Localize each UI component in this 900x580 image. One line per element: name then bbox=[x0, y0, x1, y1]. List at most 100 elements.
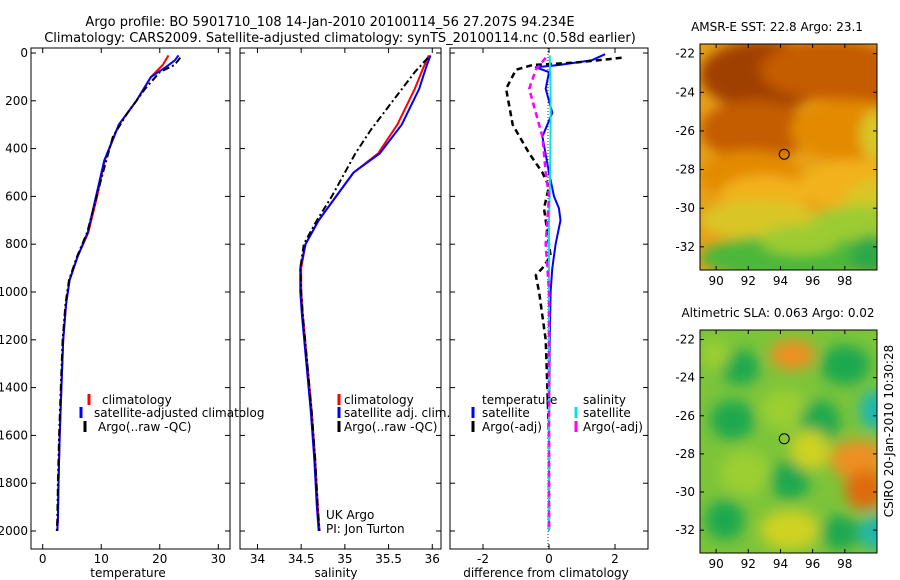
heatmap-cell bbox=[760, 44, 877, 100]
series-line-climatology bbox=[300, 54, 430, 532]
x-tick-label: 0 bbox=[39, 552, 47, 566]
y-tick-label: 800 bbox=[5, 237, 28, 251]
map-y-tick-label: -30 bbox=[675, 485, 695, 499]
map-y-tick-label: -26 bbox=[675, 124, 695, 138]
y-tick-label: 1800 bbox=[0, 476, 28, 490]
heatmap-cell bbox=[770, 460, 810, 500]
x-tick-label: -2 bbox=[477, 552, 489, 566]
legend-climatology-label: climatology bbox=[102, 393, 172, 407]
sst-map-title: AMSR-E SST: 22.8 Argo: 23.1 bbox=[691, 20, 863, 34]
y-tick-label: 200 bbox=[5, 94, 28, 108]
figure-title-line2: Climatology: CARS2009. Satellite-adjuste… bbox=[44, 31, 636, 46]
map-x-tick-label: 98 bbox=[837, 274, 852, 288]
heatmap-cell bbox=[860, 515, 877, 550]
map-x-tick-label: 96 bbox=[805, 274, 820, 288]
y-tick-label: 400 bbox=[5, 142, 28, 156]
legend-temperature-title: temperature bbox=[482, 393, 557, 407]
x-tick-label: 20 bbox=[152, 552, 167, 566]
series-line-temperature-satellite bbox=[534, 53, 606, 531]
map-y-tick-label: -28 bbox=[675, 163, 695, 177]
map-y-tick-label: -24 bbox=[675, 85, 695, 99]
map-frame bbox=[699, 43, 878, 271]
map-y-tick-label: -24 bbox=[675, 371, 695, 385]
difference-legend: temperature salinity satellite Argo(-adj… bbox=[471, 393, 643, 434]
y-tick-label: 1000 bbox=[0, 285, 28, 299]
salinity-legend: climatology satellite adj. clim. Argo(..… bbox=[337, 393, 450, 434]
map-x-tick-label: 94 bbox=[773, 274, 788, 288]
legend-satellite-label: satellite-adjusted climatolog bbox=[94, 406, 264, 420]
argo-position-marker bbox=[778, 148, 790, 160]
heatmap-cell bbox=[720, 350, 760, 385]
map-x-tick-label: 98 bbox=[837, 557, 852, 571]
series-line-satellite-adjusted-climatolog bbox=[56, 54, 180, 532]
map-y-tick-label: -22 bbox=[675, 333, 695, 347]
heatmap-cell bbox=[710, 400, 755, 440]
sla-map-title: Altimetric SLA: 0.063 Argo: 0.02 bbox=[681, 306, 874, 320]
heatmap-cell bbox=[720, 450, 770, 495]
y-tick-label: 600 bbox=[5, 189, 28, 203]
sst-heatmap bbox=[700, 44, 877, 270]
map-y-tick-label: -32 bbox=[675, 240, 695, 254]
heatmap-cell bbox=[700, 100, 810, 160]
heatmap-cell bbox=[790, 100, 877, 160]
legend-satellite-label: satellite adj. clim. bbox=[344, 406, 450, 420]
heatmap-cell bbox=[845, 470, 877, 510]
legend-argo-label: Argo(..raw -QC) bbox=[98, 420, 191, 434]
heatmap-cell bbox=[760, 510, 820, 550]
sla-heatmap bbox=[700, 330, 877, 553]
sst-map-axes: 90 92 94 96 98 -22 -24 -26 -28 -30 -32 bbox=[675, 43, 878, 288]
legend-sal-satellite-label: satellite bbox=[583, 406, 631, 420]
heatmap-cell bbox=[770, 340, 815, 370]
heatmap-cell bbox=[700, 340, 730, 370]
heatmap-cell bbox=[830, 440, 877, 480]
y-tick-label: 0 bbox=[20, 46, 28, 60]
x-tick-label: 30 bbox=[211, 552, 226, 566]
temperature-xlabel: temperature bbox=[90, 566, 165, 580]
y-tick-label: 2000 bbox=[0, 524, 28, 538]
series-line-temperature-argo-adj- bbox=[504, 56, 622, 531]
figure-title-line1: Argo profile: BO 5901710_108 14-Jan-2010… bbox=[85, 15, 574, 30]
heatmap-cell bbox=[850, 235, 877, 270]
y-tick-label: 1600 bbox=[0, 428, 28, 442]
map-frame bbox=[699, 329, 878, 554]
series-line-salinity-argo-adj- bbox=[527, 57, 551, 531]
credit-line2: PI: Jon Turton bbox=[326, 522, 405, 536]
heatmap-cell bbox=[820, 345, 870, 385]
series-line-climatology bbox=[56, 54, 170, 532]
series-line-argo-raw-qc- bbox=[55, 57, 182, 532]
heatmap-cell bbox=[760, 225, 840, 255]
legend-salinity-title: salinity bbox=[583, 393, 626, 407]
x-tick-label: 35 bbox=[337, 552, 352, 566]
argo-position-marker bbox=[778, 433, 790, 445]
heatmap-cell bbox=[760, 390, 810, 430]
side-timestamp-label: CSIRO 20-Jan-2010 10:30:28 bbox=[882, 345, 896, 517]
x-tick-label: 10 bbox=[94, 552, 109, 566]
legend-temp-satellite-label: satellite bbox=[482, 406, 530, 420]
x-tick-label: 34 bbox=[250, 552, 265, 566]
x-tick-label: 34.5 bbox=[288, 552, 315, 566]
salinity-panel: 34 34.5 35 35.5 36 bbox=[240, 48, 441, 566]
map-x-tick-label: 94 bbox=[773, 557, 788, 571]
y-tick-label: 1400 bbox=[0, 381, 28, 395]
x-tick-label: 35.5 bbox=[375, 552, 402, 566]
map-y-tick-label: -22 bbox=[675, 47, 695, 61]
map-y-tick-label: -26 bbox=[675, 409, 695, 423]
x-tick-label: 0 bbox=[545, 552, 553, 566]
temperature-panel: 0 10 20 30 0 200 400 600 800 1000 1200 1400 1600 1800… bbox=[0, 46, 230, 566]
x-tick-label: 2 bbox=[611, 552, 619, 566]
temperature-legend: climatology satellite-adjusted climatolo… bbox=[79, 393, 264, 434]
difference-panel: -2 0 2 bbox=[450, 48, 648, 566]
heatmap-cell bbox=[705, 500, 745, 540]
map-x-tick-label: 90 bbox=[708, 557, 723, 571]
map-y-tick-label: -28 bbox=[675, 447, 695, 461]
legend-climatology-label: climatology bbox=[344, 393, 414, 407]
legend-temp-argo-label: Argo(-adj) bbox=[482, 420, 542, 434]
map-x-tick-label: 92 bbox=[741, 557, 756, 571]
x-tick-label: 36 bbox=[425, 552, 440, 566]
heatmap-cell bbox=[830, 50, 877, 110]
salinity-xlabel: salinity bbox=[314, 566, 357, 580]
temperature-panel-frame bbox=[30, 47, 231, 550]
map-x-tick-label: 90 bbox=[708, 274, 723, 288]
sla-map-axes: 90 92 94 96 98 -22 -24 -26 -28 -30 -32 bbox=[675, 329, 878, 571]
